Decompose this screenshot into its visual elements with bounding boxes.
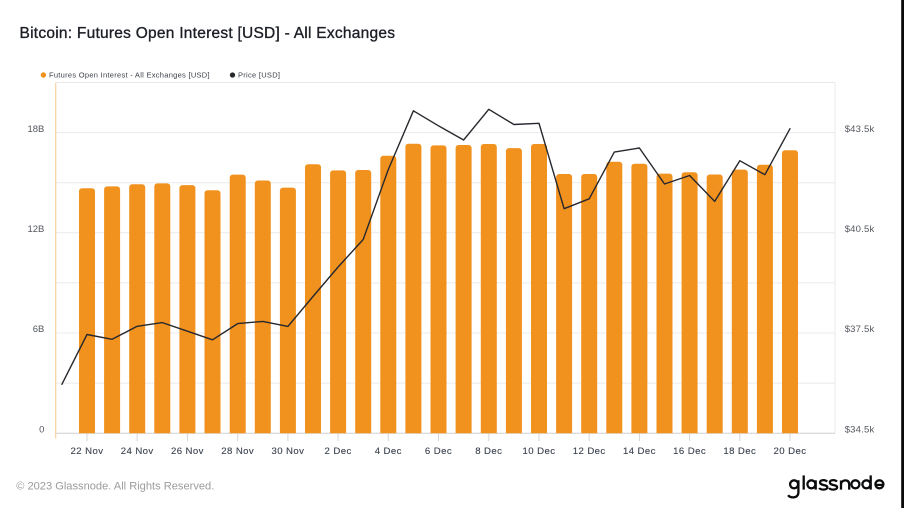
svg-text:26 Nov: 26 Nov — [171, 446, 204, 457]
svg-text:4 Dec: 4 Dec — [375, 446, 402, 457]
svg-text:22 Nov: 22 Nov — [71, 446, 104, 457]
svg-text:30 Nov: 30 Nov — [271, 446, 304, 457]
svg-text:18 Dec: 18 Dec — [723, 446, 756, 457]
svg-text:$40.5k: $40.5k — [845, 224, 875, 235]
svg-text:14 Dec: 14 Dec — [623, 446, 656, 457]
svg-text:$34.5k: $34.5k — [845, 424, 875, 435]
svg-text:20 Dec: 20 Dec — [774, 446, 807, 457]
svg-text:2 Dec: 2 Dec — [325, 446, 352, 457]
svg-text:16 Dec: 16 Dec — [673, 446, 706, 457]
svg-text:10 Dec: 10 Dec — [523, 446, 556, 457]
svg-text:Price [USD]: Price [USD] — [238, 70, 280, 79]
svg-text:28 Nov: 28 Nov — [221, 446, 254, 457]
svg-text:$43.5k: $43.5k — [845, 124, 875, 135]
svg-text:12 Dec: 12 Dec — [573, 446, 606, 457]
svg-text:24 Nov: 24 Nov — [121, 446, 154, 457]
svg-text:18B: 18B — [27, 124, 44, 135]
svg-text:8 Dec: 8 Dec — [475, 446, 502, 457]
svg-text:6 Dec: 6 Dec — [425, 446, 452, 457]
svg-text:0: 0 — [39, 424, 44, 435]
svg-text:Bitcoin: Futures Open Interest: Bitcoin: Futures Open Interest [USD] - A… — [20, 25, 396, 42]
svg-text:12B: 12B — [27, 224, 44, 235]
svg-text:Futures Open Interest - All Ex: Futures Open Interest - All Exchanges [U… — [49, 70, 210, 79]
svg-text:© 2023 Glassnode. All Rights R: © 2023 Glassnode. All Rights Reserved. — [16, 481, 214, 493]
svg-text:6B: 6B — [33, 324, 45, 335]
svg-text:$37.5k: $37.5k — [845, 324, 875, 335]
